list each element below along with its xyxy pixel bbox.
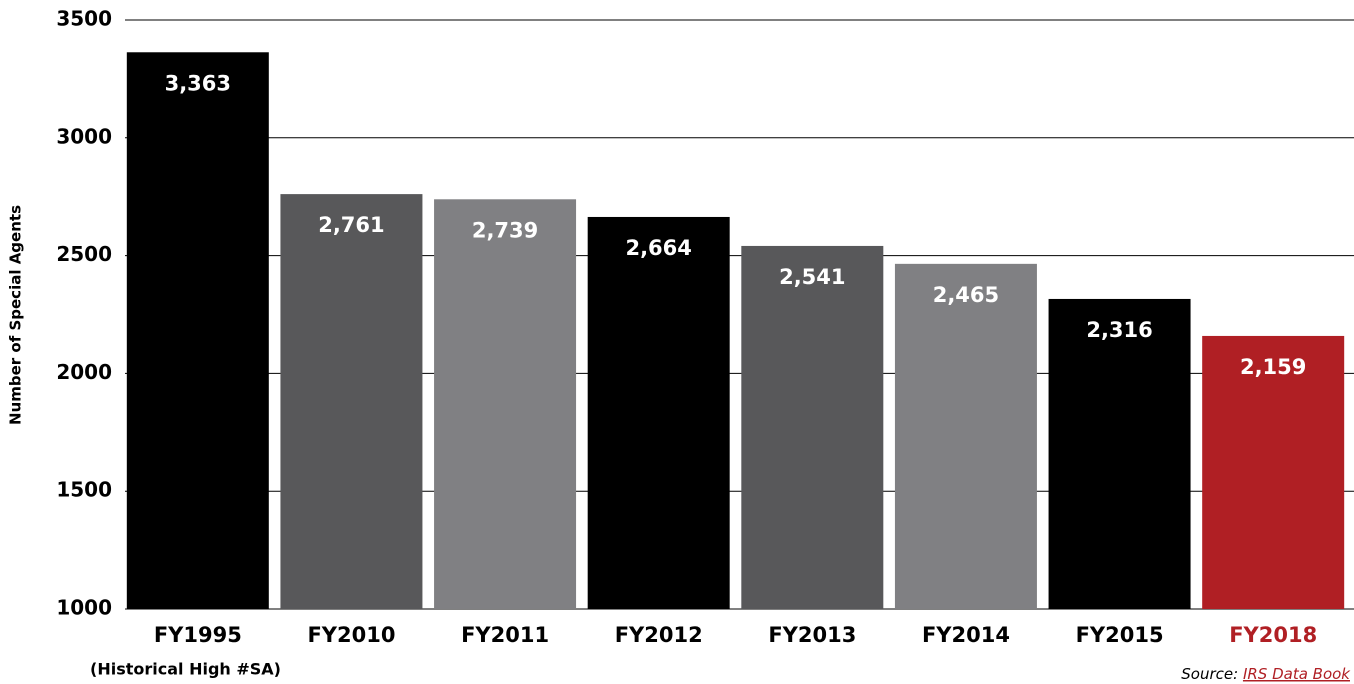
bar [588, 217, 730, 609]
x-tick-label: FY2015 [1076, 623, 1164, 647]
y-tick-label: 3500 [56, 7, 112, 31]
page: Number of Special Agents (Historical Hig… [0, 0, 1354, 684]
value-label: 2,465 [933, 283, 999, 307]
value-label: 2,541 [779, 265, 845, 289]
y-tick-label: 1000 [56, 596, 112, 620]
x-tick-label: FY1995 [154, 623, 242, 647]
value-label: 2,316 [1086, 318, 1152, 342]
bar [127, 52, 269, 609]
value-label: 2,664 [625, 236, 691, 260]
x-tick-label: FY2011 [461, 623, 549, 647]
value-label: 2,739 [472, 218, 538, 242]
x-tick-label: FY2018 [1229, 623, 1317, 647]
bar [280, 194, 422, 609]
bar [434, 199, 576, 609]
source-link[interactable]: IRS Data Book [1243, 665, 1351, 683]
chart: Number of Special Agents (Historical Hig… [0, 0, 1354, 684]
y-tick-label: 1500 [56, 478, 112, 502]
y-tick-label: 2500 [56, 242, 112, 266]
source-label: Source: [1181, 665, 1238, 683]
x-tick-label: FY2012 [615, 623, 703, 647]
bar [895, 264, 1037, 609]
y-axis-label: Number of Special Agents [7, 205, 25, 425]
bar [1049, 299, 1191, 609]
source: Source: IRS Data Book [1181, 665, 1351, 683]
annotation: (Historical High #SA) [90, 660, 281, 679]
value-label: 2,761 [318, 213, 384, 237]
value-label: 2,159 [1240, 355, 1306, 379]
x-tick-label: FY2013 [768, 623, 856, 647]
value-label: 3,363 [165, 71, 231, 95]
bar [741, 246, 883, 609]
x-tick-label: FY2010 [307, 623, 395, 647]
y-tick-label: 2000 [56, 360, 112, 384]
y-tick-label: 3000 [56, 124, 112, 148]
x-tick-label: FY2014 [922, 623, 1010, 647]
